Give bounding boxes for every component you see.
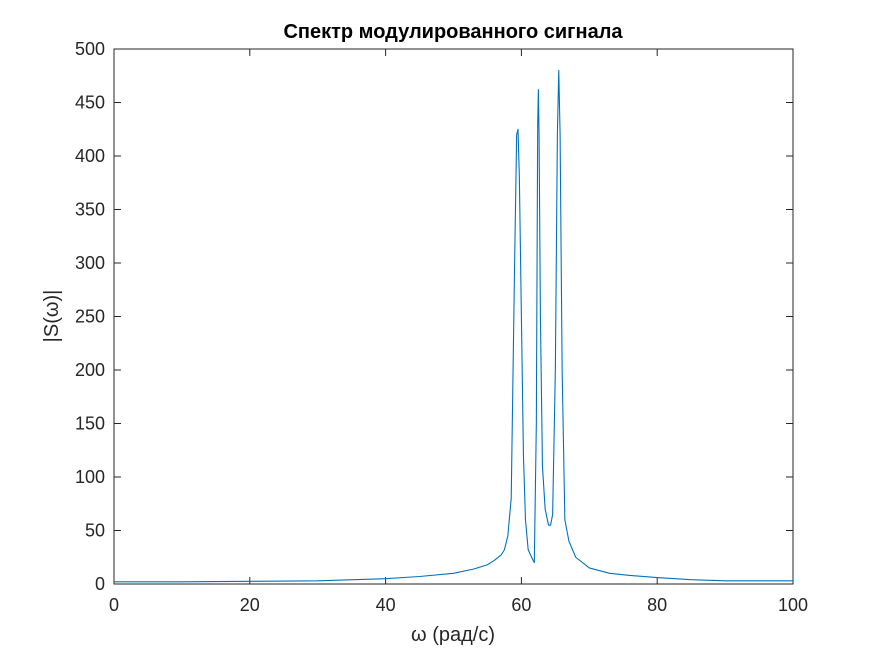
y-tick-label: 500 [75, 39, 105, 59]
x-tick-label: 40 [376, 595, 396, 615]
x-tick-label: 80 [647, 595, 667, 615]
y-tick-label: 200 [75, 360, 105, 380]
x-ticks: 0 20 40 60 80 100 [109, 49, 808, 615]
y-tick-label: 400 [75, 146, 105, 166]
series-line [114, 69, 793, 583]
x-tick-label: 100 [778, 595, 808, 615]
x-axis-label: ω (рад/с) [411, 624, 495, 646]
y-tick-label: 50 [85, 521, 105, 541]
y-tick-label: 300 [75, 253, 105, 273]
y-tick-label: 150 [75, 414, 105, 434]
x-tick-label: 60 [511, 595, 531, 615]
plot-area [114, 49, 793, 584]
y-axis-label: |S(ω)| [41, 290, 63, 343]
x-tick-label: 0 [109, 595, 119, 615]
y-tick-label: 350 [75, 200, 105, 220]
y-tick-label: 0 [95, 574, 105, 594]
y-tick-label: 450 [75, 93, 105, 113]
chart-title: Спектр модулированного сигнала [283, 21, 623, 43]
y-ticks: 0 50 100 150 200 250 300 350 400 450 500 [75, 39, 793, 594]
y-tick-label: 250 [75, 307, 105, 327]
x-tick-label: 20 [240, 595, 260, 615]
y-tick-label: 100 [75, 467, 105, 487]
